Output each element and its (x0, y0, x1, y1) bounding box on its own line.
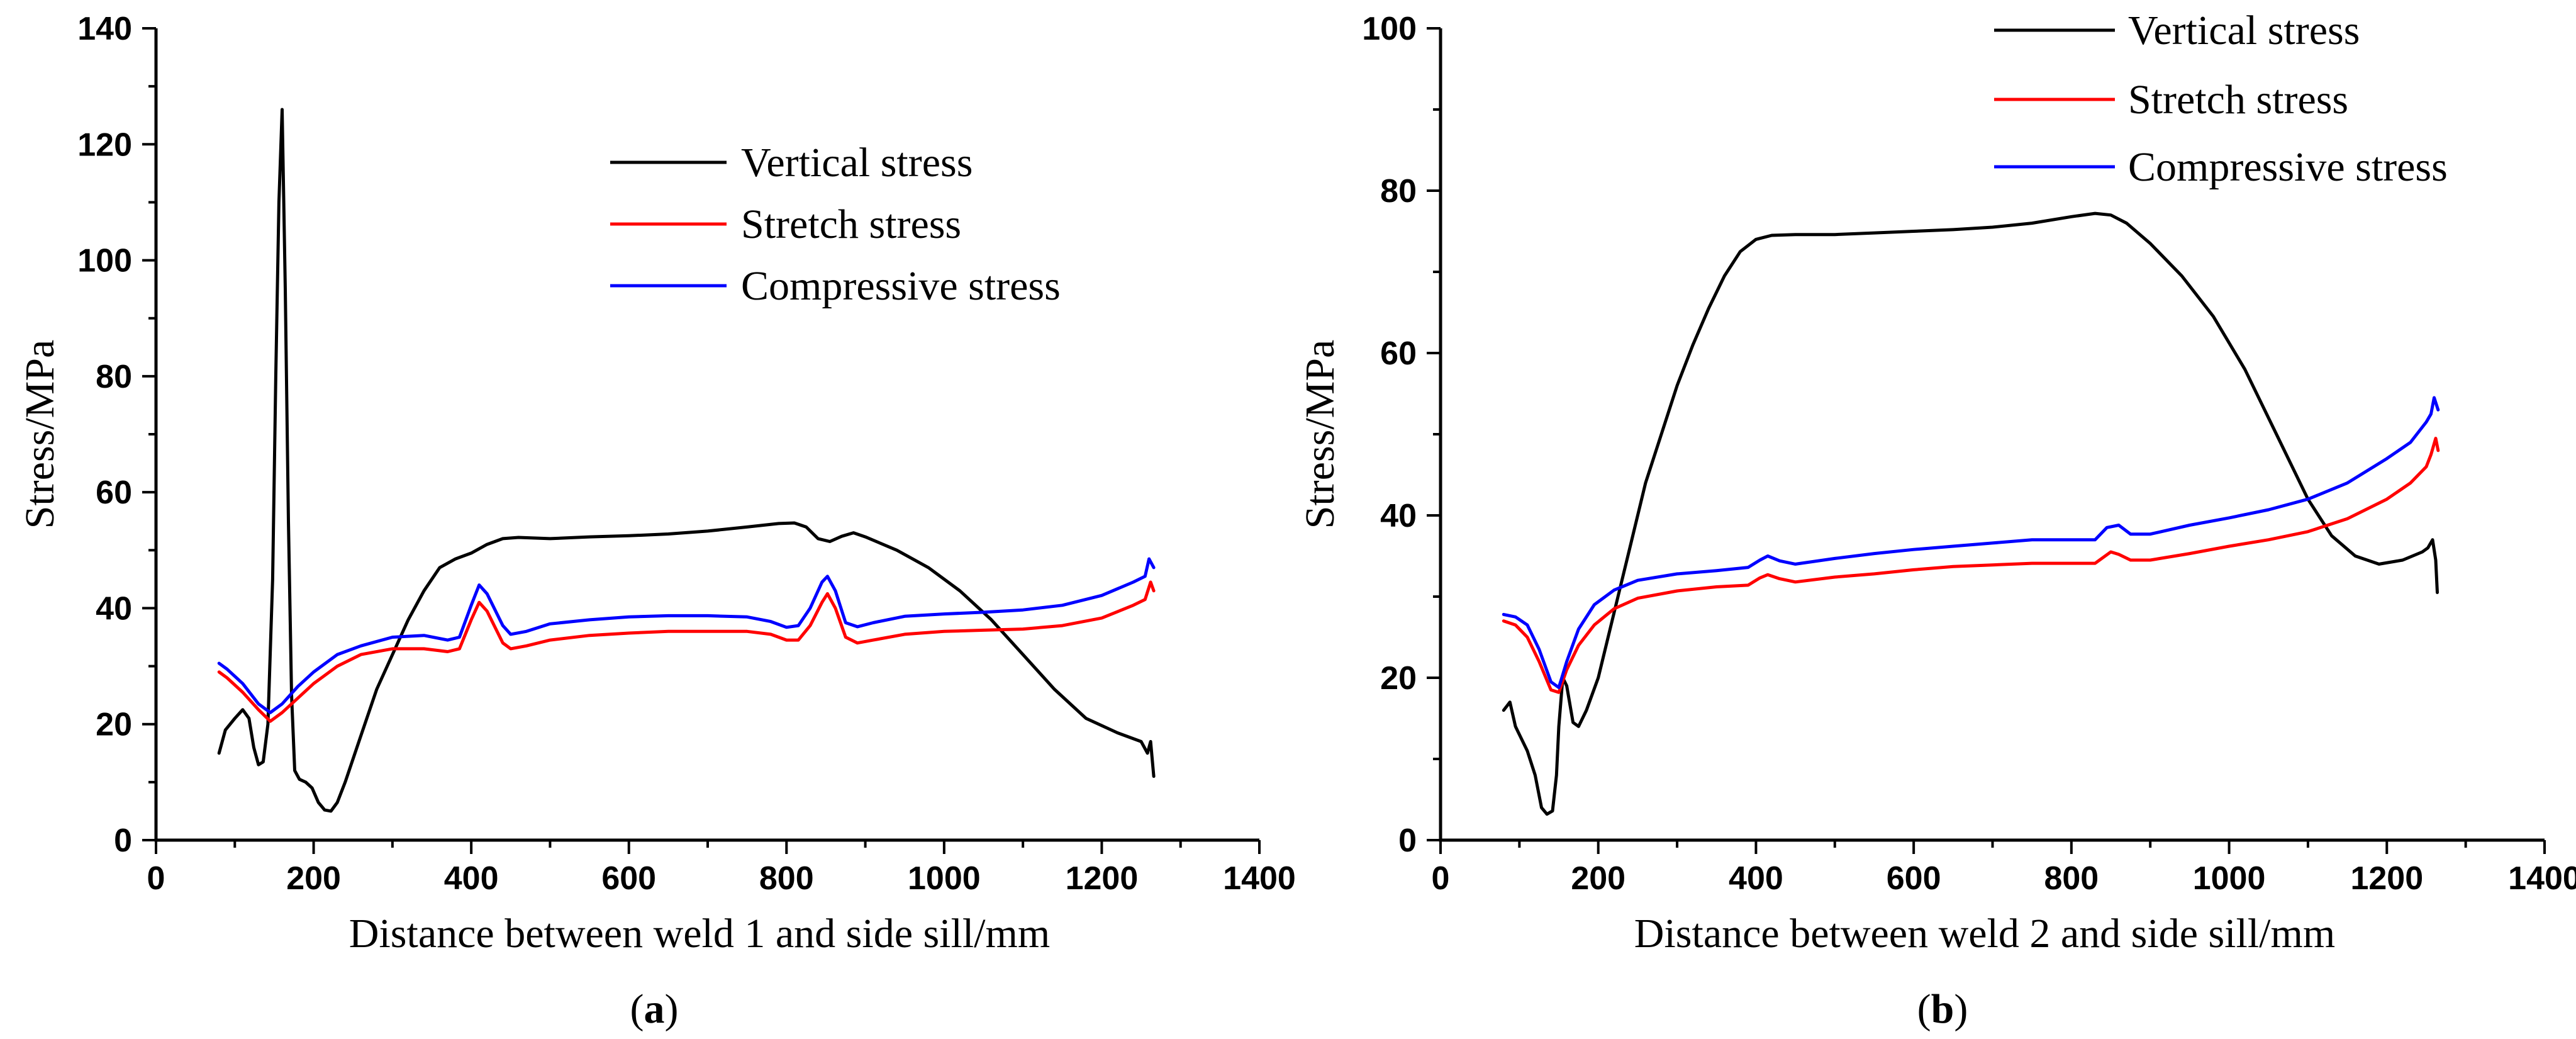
chart-a-y-tick-label: 20 (96, 707, 132, 743)
chart-a-y-tick-label: 60 (96, 475, 132, 511)
chart-b-x-tick-label: 1400 (2508, 860, 2576, 897)
chart-b-series-compressive-stress (1502, 396, 2440, 689)
chart-b-legend-vertical-label: Vertical stress (2128, 8, 2360, 53)
chart-a-series-vertical-stress (217, 108, 1156, 813)
chart-b-x-tick-label: 400 (1729, 860, 1783, 897)
chart-b-data-lines (1502, 211, 2440, 816)
chart-a-y-tick-label: 120 (77, 126, 132, 163)
chart-b-legend-compressive-label: Compressive stress (2128, 144, 2448, 190)
chart-a-legend-compressive-label: Compressive stress (741, 263, 1061, 309)
chart-b-series-stretch-stress (1502, 437, 2440, 694)
chart-b-legend: Vertical stress Stretch stress Compressi… (1994, 8, 2448, 190)
chart-a-data-lines (217, 108, 1156, 813)
chart-a-x-tick-label: 1000 (908, 860, 981, 897)
chart-a-x-tick-label: 400 (444, 860, 499, 897)
chart-b-caption: (b) (1917, 986, 1968, 1032)
chart-a-x-axis-title: Distance between weld 1 and side sill/mm (349, 911, 1050, 957)
chart-a-x-tick-label: 1200 (1066, 860, 1139, 897)
chart-b-axes: 0 200 400 600 800 1000 1200 1400 0 20 40 60 80 100 (1362, 11, 2576, 897)
chart-a-axis-frame (154, 28, 1259, 842)
chart-a-y-tick-label: 40 (96, 590, 132, 627)
chart-a-series-compressive-stress (217, 557, 1156, 714)
chart-a-y-tick-label: 0 (114, 823, 132, 859)
chart-a-legend-vertical-label: Vertical stress (741, 140, 973, 186)
chart-b-x-tick-label: 800 (2044, 860, 2099, 897)
chart-b-x-axis-title: Distance between weld 2 and side sill/mm (1634, 911, 2335, 957)
chart-b-y-axis-title: Stress/MPa (1297, 340, 1343, 529)
chart-a-y-tick-label: 80 (96, 359, 132, 395)
chart-a-series-stretch-stress (217, 580, 1156, 723)
chart-a-x-tick-label: 600 (601, 860, 656, 897)
chart-a-y-tick-label: 140 (77, 11, 132, 47)
chart-b-x-tick-label: 200 (1571, 860, 1625, 897)
chart-a: 0 200 400 600 800 1000 1200 1400 0 20 40 60 80 100 120… (17, 11, 1296, 1032)
chart-a-axes: 0 200 400 600 800 1000 1200 1400 0 20 40 60 80 100 120… (77, 11, 1296, 897)
chart-b-y-tick-label: 0 (1398, 823, 1417, 859)
chart-b-y-tick-label: 40 (1380, 498, 1417, 534)
chart-a-ticks: 0 200 400 600 800 1000 1200 1400 0 20 40 60 80 100 120… (77, 11, 1296, 897)
chart-a-y-axis-title: Stress/MPa (17, 340, 63, 529)
chart-a-legend-stretch-label: Stretch stress (741, 201, 961, 247)
chart-a-x-tick-label: 1400 (1223, 860, 1296, 897)
chart-a-x-tick-label: 0 (147, 860, 165, 897)
chart-a-caption: (a) (630, 986, 679, 1032)
chart-b-legend-stretch-label: Stretch stress (2128, 77, 2348, 123)
chart-a-y-tick-label: 100 (77, 243, 132, 279)
chart-b-x-tick-label: 1000 (2193, 860, 2266, 897)
chart-a-x-tick-label: 200 (286, 860, 341, 897)
chart-b-ticks: 0 200 400 600 800 1000 1200 1400 0 20 40 60 80 100 (1362, 11, 2576, 897)
chart-b-x-tick-label: 600 (1887, 860, 1941, 897)
chart-b-y-tick-label: 60 (1380, 335, 1417, 372)
chart-b-y-tick-label: 20 (1380, 660, 1417, 697)
chart-b-y-tick-label: 100 (1362, 11, 1417, 47)
chart-b: 0 200 400 600 800 1000 1200 1400 0 20 40 60 80 100 St… (1297, 8, 2576, 1032)
chart-b-y-tick-label: 80 (1380, 173, 1417, 210)
chart-b-x-tick-label: 0 (1432, 860, 1450, 897)
chart-a-legend: Vertical stress Stretch stress Compressi… (610, 140, 1061, 309)
chart-b-series-vertical-stress (1502, 211, 2439, 816)
chart-a-x-tick-label: 800 (759, 860, 814, 897)
chart-b-x-tick-label: 1200 (2350, 860, 2423, 897)
